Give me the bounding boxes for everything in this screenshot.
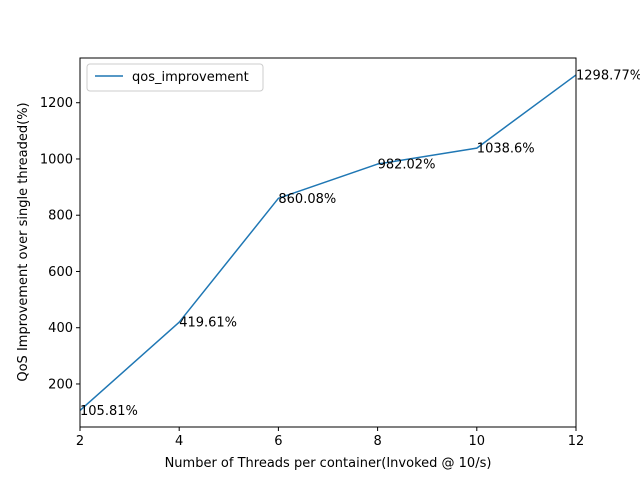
y-tick-label: 1200 bbox=[40, 96, 73, 111]
y-tick-label: 600 bbox=[48, 265, 73, 280]
x-axis-ticks: 2 4 6 8 10 12 bbox=[76, 427, 584, 449]
y-tick-label: 400 bbox=[48, 321, 73, 336]
legend-label: qos_improvement bbox=[132, 70, 249, 85]
x-tick-label: 6 bbox=[274, 434, 282, 449]
data-label: 1038.6% bbox=[477, 142, 535, 157]
plot-background bbox=[80, 58, 576, 427]
x-tick-label: 12 bbox=[568, 434, 585, 449]
x-tick-label: 4 bbox=[175, 434, 183, 449]
legend: qos_improvement bbox=[86, 63, 264, 92]
data-label: 860.08% bbox=[278, 192, 336, 207]
legend-box bbox=[86, 63, 264, 92]
y-tick-label: 800 bbox=[48, 209, 73, 224]
x-tick-label: 8 bbox=[373, 434, 381, 449]
x-tick-label: 10 bbox=[469, 434, 486, 449]
y-tick-label: 1000 bbox=[40, 152, 73, 167]
data-label-layer: 105.81% 419.61% 860.08% 982.02% 1038.6% 1298.… bbox=[80, 68, 640, 419]
data-label: 105.81% bbox=[80, 404, 138, 419]
y-tick-label: 200 bbox=[48, 377, 73, 392]
data-label: 419.61% bbox=[179, 316, 237, 331]
x-axis-label: Number of Threads per container(Invoked … bbox=[165, 456, 492, 471]
y-axis-label: QoS Improvement over single threaded(%) bbox=[16, 102, 31, 381]
x-tick-label: 2 bbox=[76, 434, 84, 449]
series-line-qos_improvement bbox=[79, 74, 577, 412]
data-label: 982.02% bbox=[378, 158, 436, 173]
data-label: 1298.77% bbox=[576, 68, 640, 83]
y-axis-ticks: 200 400 600 800 1000 1200 bbox=[40, 96, 80, 392]
series-layer bbox=[79, 74, 577, 412]
plot-frame bbox=[79, 57, 577, 428]
